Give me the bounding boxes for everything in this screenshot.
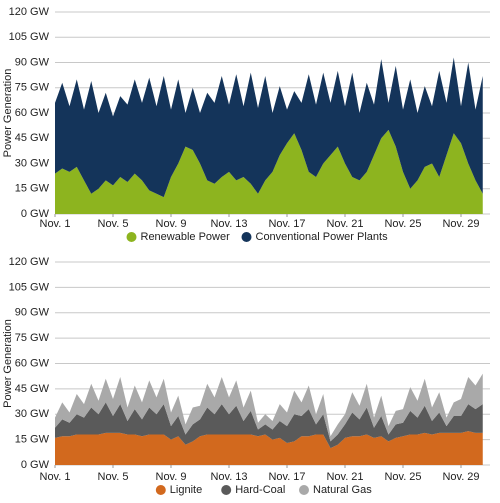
x-tick-label: Nov. 17 xyxy=(268,471,305,483)
x-tick-label: Nov. 5 xyxy=(98,471,129,483)
legend-marker xyxy=(221,485,232,495)
area xyxy=(55,431,483,465)
area xyxy=(55,129,483,214)
legend: Lignite Hard-Coal Natural Gas xyxy=(155,484,372,496)
x-tick-label: Nov. 13 xyxy=(210,471,247,483)
y-tick-label: 60 GW xyxy=(15,357,50,369)
legend-label: Conventional Power Plants xyxy=(256,231,389,243)
y-axis-title: Power Generation xyxy=(2,319,14,408)
y-tick-label: 105 GW xyxy=(9,281,50,293)
y-tick-label: 90 GW xyxy=(15,56,50,68)
x-tick-label: Nov. 21 xyxy=(326,471,363,483)
y-tick-label: 30 GW xyxy=(15,408,50,420)
legend: Renewable Power Conventional Power Plants xyxy=(126,231,389,243)
x-tick-label: Nov. 9 xyxy=(156,218,187,230)
x-tick-label: Nov. 13 xyxy=(210,218,247,230)
area xyxy=(55,373,483,442)
legend-marker xyxy=(126,232,137,242)
legend-marker xyxy=(299,485,309,495)
y-tick-label: 45 GW xyxy=(15,132,50,144)
x-tick-label: Nov. 21 xyxy=(326,218,363,230)
x-tick-label: Nov. 1 xyxy=(40,218,71,230)
x-tick-label: Nov. 29 xyxy=(442,471,479,483)
legend-label: Lignite xyxy=(170,484,202,496)
x-tick-label: Nov. 9 xyxy=(156,471,187,483)
y-tick-label: 75 GW xyxy=(15,332,50,344)
legend-label: Renewable Power xyxy=(141,231,231,243)
x-tick-label: Nov. 29 xyxy=(442,218,479,230)
x-tick-label: Nov. 17 xyxy=(268,218,305,230)
x-tick-label: Nov. 5 xyxy=(98,218,129,230)
area xyxy=(55,402,483,449)
x-tick-label: Nov. 25 xyxy=(384,218,421,230)
y-tick-label: 15 GW xyxy=(15,434,50,446)
x-tick-label: Nov. 1 xyxy=(40,471,71,483)
y-tick-label: 15 GW xyxy=(15,183,50,195)
area xyxy=(55,57,483,198)
y-axis-title: Power Generation xyxy=(2,69,14,158)
legend-label: Natural Gas xyxy=(313,484,372,496)
x-tick-label: Nov. 25 xyxy=(384,471,421,483)
y-tick-label: 45 GW xyxy=(15,383,50,395)
y-tick-label: 75 GW xyxy=(15,82,50,94)
y-tick-label: 120 GW xyxy=(9,6,50,18)
y-tick-label: 0 GW xyxy=(21,459,50,471)
y-tick-label: 90 GW xyxy=(15,307,50,319)
y-tick-label: 0 GW xyxy=(21,208,50,220)
y-tick-label: 30 GW xyxy=(15,157,50,169)
legend-marker xyxy=(241,232,252,242)
legend-label: Hard-Coal xyxy=(235,484,285,496)
y-tick-label: 105 GW xyxy=(9,31,50,43)
y-tick-label: 60 GW xyxy=(15,107,50,119)
legend-marker xyxy=(155,485,166,495)
y-tick-label: 120 GW xyxy=(9,256,50,268)
